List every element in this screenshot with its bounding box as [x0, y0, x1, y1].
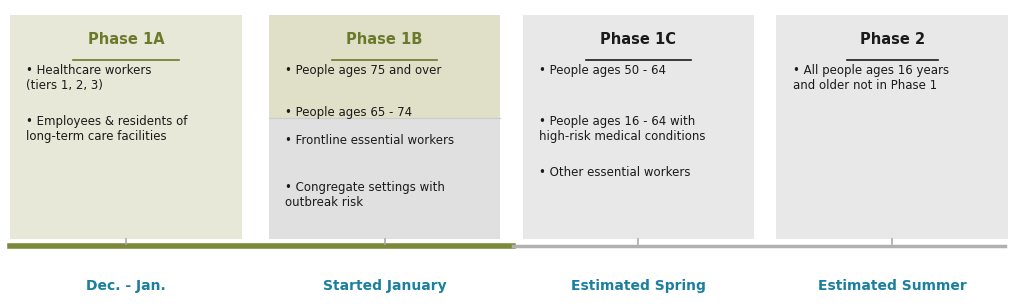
- Text: • Congregate settings with
outbreak risk: • Congregate settings with outbreak risk: [285, 181, 446, 209]
- Text: • All people ages 16 years
and older not in Phase 1: • All people ages 16 years and older not…: [793, 64, 949, 92]
- FancyBboxPatch shape: [269, 15, 500, 119]
- Text: • Employees & residents of
long-term care facilities: • Employees & residents of long-term car…: [26, 115, 188, 143]
- Text: • People ages 75 and over: • People ages 75 and over: [285, 64, 442, 77]
- Text: Estimated Spring: Estimated Spring: [571, 278, 705, 293]
- FancyBboxPatch shape: [10, 15, 242, 239]
- FancyBboxPatch shape: [523, 15, 754, 239]
- FancyBboxPatch shape: [776, 15, 1008, 239]
- Text: • Healthcare workers
(tiers 1, 2, 3): • Healthcare workers (tiers 1, 2, 3): [26, 64, 152, 92]
- Text: Started January: Started January: [323, 278, 447, 293]
- Text: Phase 1C: Phase 1C: [601, 32, 676, 47]
- Text: • People ages 16 - 64 with
high-risk medical conditions: • People ages 16 - 64 with high-risk med…: [539, 115, 705, 143]
- Text: Phase 1A: Phase 1A: [87, 32, 164, 47]
- Text: Estimated Summer: Estimated Summer: [818, 278, 966, 293]
- Text: • People ages 50 - 64: • People ages 50 - 64: [539, 64, 666, 77]
- Text: Phase 1B: Phase 1B: [346, 32, 423, 47]
- FancyBboxPatch shape: [269, 119, 500, 239]
- Text: Dec. - Jan.: Dec. - Jan.: [86, 278, 165, 293]
- Text: Phase 2: Phase 2: [860, 32, 925, 47]
- Text: • Frontline essential workers: • Frontline essential workers: [285, 134, 455, 147]
- Text: • Other essential workers: • Other essential workers: [539, 166, 690, 179]
- Text: • People ages 65 - 74: • People ages 65 - 74: [285, 106, 412, 119]
